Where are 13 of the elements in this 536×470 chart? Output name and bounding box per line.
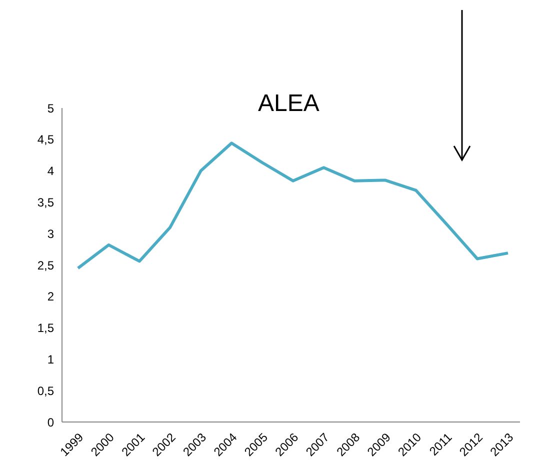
y-tick-label: 4: [47, 164, 54, 178]
y-tick-label: 0: [47, 415, 54, 430]
y-tick-label: 1,5: [37, 321, 54, 336]
y-tick-label: 3,5: [37, 195, 54, 210]
y-tick-label: 5: [47, 101, 54, 116]
y-tick-label: 3: [47, 226, 54, 241]
line-series: [76, 142, 510, 270]
y-tick-label: 2: [47, 290, 54, 304]
chart-title: ALEA: [258, 90, 320, 118]
y-tick-label: 2,5: [37, 258, 54, 272]
y-tick-label: 0,5: [37, 384, 54, 398]
y-tick-label: 4,5: [37, 132, 54, 147]
y-tick-label: 1: [47, 352, 54, 366]
